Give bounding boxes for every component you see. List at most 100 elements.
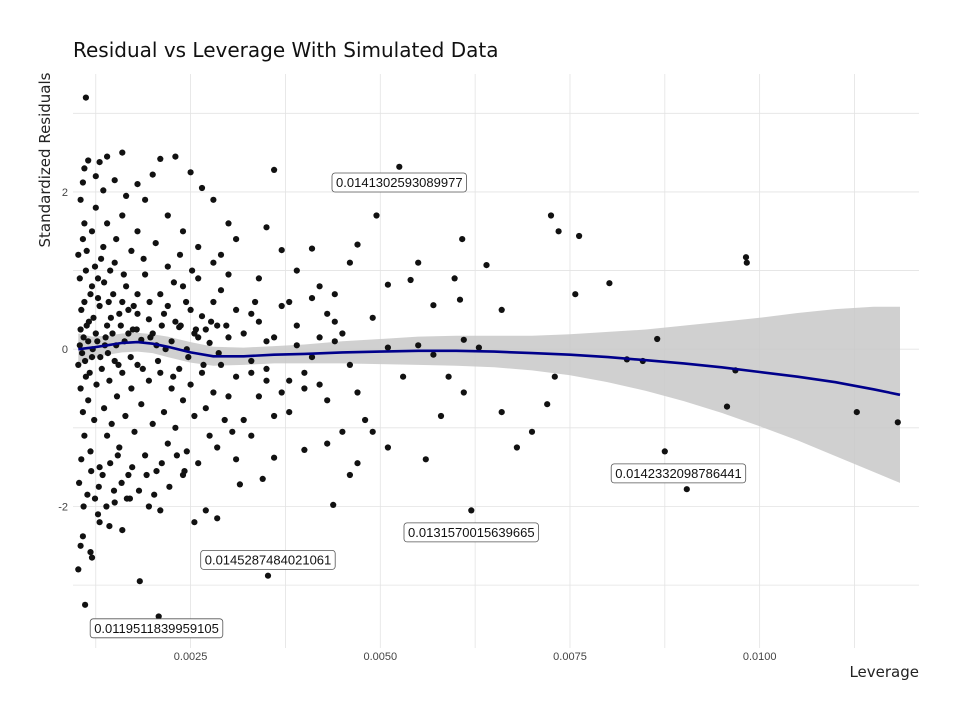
- data-point: [202, 326, 209, 333]
- data-point: [130, 302, 137, 310]
- data-point: [107, 267, 114, 274]
- data-point: [263, 377, 270, 384]
- annotation-text: 0.0141302593089977: [336, 175, 463, 190]
- data-point: [76, 479, 83, 486]
- data-point: [145, 316, 152, 323]
- data-point: [172, 153, 179, 160]
- data-point: [185, 354, 192, 361]
- data-point: [192, 326, 199, 333]
- data-point: [154, 357, 162, 365]
- data-point: [134, 361, 141, 368]
- data-point: [248, 357, 255, 365]
- data-point: [301, 385, 308, 392]
- data-point: [278, 302, 285, 310]
- annotation-label: 0.0145287484021061: [200, 550, 336, 570]
- x-tick-label: 0.0025: [174, 651, 208, 663]
- data-point: [346, 471, 353, 479]
- data-point: [661, 448, 668, 455]
- data-point: [248, 369, 255, 376]
- data-point: [551, 373, 558, 380]
- data-point: [103, 503, 110, 510]
- data-point: [127, 354, 134, 361]
- data-point: [248, 432, 255, 439]
- data-point: [214, 515, 221, 522]
- data-point: [98, 255, 105, 262]
- data-point: [143, 471, 150, 479]
- data-point: [152, 240, 159, 247]
- data-point: [286, 409, 293, 416]
- data-point: [75, 251, 82, 258]
- smooth-line: [78, 340, 901, 397]
- data-point: [233, 373, 240, 380]
- data-point: [134, 181, 141, 188]
- data-point: [157, 507, 164, 514]
- data-point: [76, 275, 83, 282]
- data-point: [240, 416, 247, 424]
- data-point: [115, 361, 122, 368]
- data-point: [98, 365, 105, 372]
- data-point: [475, 344, 482, 351]
- data-point: [354, 241, 361, 248]
- data-point: [93, 381, 100, 388]
- data-point: [90, 314, 97, 321]
- data-point: [210, 298, 217, 306]
- data-point: [96, 159, 103, 166]
- data-point: [223, 322, 230, 329]
- data-point: [81, 432, 88, 439]
- data-point: [101, 279, 108, 286]
- data-point: [85, 338, 92, 345]
- data-point: [339, 428, 346, 435]
- data-point: [271, 454, 278, 461]
- data-point: [354, 460, 361, 467]
- data-point: [181, 468, 188, 475]
- data-point: [255, 275, 262, 282]
- data-point: [654, 335, 661, 343]
- data-point: [572, 291, 579, 298]
- data-point: [88, 354, 96, 361]
- data-point: [139, 365, 146, 372]
- data-point: [107, 460, 114, 467]
- data-point: [145, 503, 152, 510]
- data-point: [77, 542, 84, 549]
- data-point: [293, 342, 300, 349]
- data-point: [110, 487, 118, 494]
- data-point: [187, 169, 194, 176]
- data-point: [140, 255, 147, 262]
- data-point: [255, 318, 262, 325]
- data-point: [195, 243, 202, 251]
- data-point: [547, 212, 555, 219]
- data-point: [176, 251, 184, 258]
- data-point: [91, 495, 99, 502]
- data-point: [459, 236, 466, 243]
- data-point: [123, 495, 130, 502]
- data-point: [316, 334, 323, 341]
- data-point: [82, 601, 89, 608]
- data-point: [134, 291, 141, 298]
- data-point: [217, 287, 225, 294]
- data-point: [94, 295, 102, 302]
- data-point: [155, 613, 162, 620]
- data-point: [79, 236, 86, 243]
- data-point: [75, 361, 82, 368]
- data-point: [263, 365, 270, 372]
- data-point: [153, 468, 160, 475]
- data-point: [75, 566, 82, 573]
- data-point: [116, 310, 123, 317]
- data-point: [111, 357, 118, 365]
- data-point: [88, 228, 96, 235]
- data-point: [77, 385, 84, 392]
- data-point: [286, 377, 293, 384]
- data-point: [104, 220, 111, 227]
- data-point: [324, 440, 331, 447]
- confidence-band: [78, 306, 901, 483]
- data-point: [498, 306, 505, 313]
- data-point: [316, 283, 323, 290]
- data-point: [217, 361, 225, 368]
- data-point: [76, 342, 83, 349]
- data-point: [206, 339, 213, 346]
- data-point: [94, 338, 101, 345]
- data-point: [177, 322, 184, 329]
- data-point: [128, 247, 135, 254]
- data-point: [723, 403, 731, 410]
- data-point: [221, 416, 228, 424]
